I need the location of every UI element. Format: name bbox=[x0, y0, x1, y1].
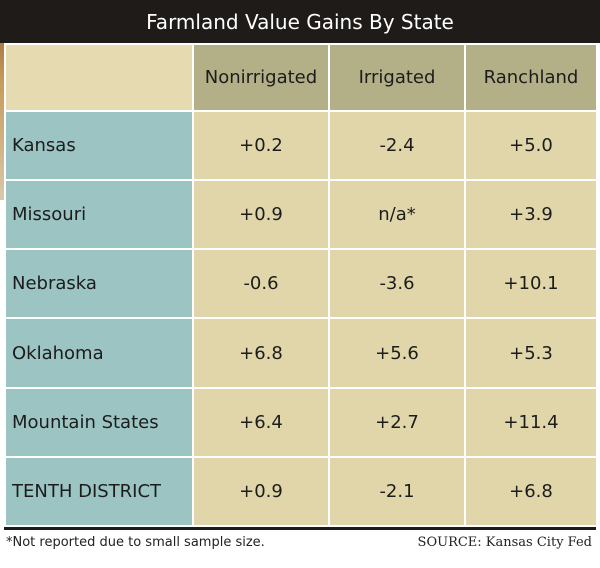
nonirrigated-cell: -0.6 bbox=[192, 248, 330, 320]
ranchland-cell: +3.9 bbox=[464, 179, 598, 251]
nonirrigated-cell: +6.8 bbox=[192, 317, 330, 389]
state-cell: TENTH DISTRICT bbox=[4, 455, 194, 528]
header-row: Nonirrigated Irrigated Ranchland bbox=[4, 43, 598, 112]
table-row: TENTH DISTRICT +0.9 -2.1 +6.8 bbox=[4, 455, 598, 528]
source-credit: SOURCE: Kansas City Fed bbox=[417, 535, 592, 550]
nonirrigated-cell: +0.9 bbox=[192, 455, 330, 528]
left-photo-edge bbox=[0, 0, 4, 200]
bottom-rule bbox=[4, 527, 596, 530]
table-row: Kansas +0.2 -2.4 +5.0 bbox=[4, 109, 598, 182]
nonirrigated-cell: +0.9 bbox=[192, 179, 330, 251]
irrigated-cell: +5.6 bbox=[328, 317, 466, 389]
irrigated-cell: -2.1 bbox=[328, 455, 466, 528]
table-title: Farmland Value Gains By State bbox=[0, 0, 600, 43]
table-row: Missouri +0.9 n/a* +3.9 bbox=[4, 179, 598, 251]
header-corner bbox=[4, 43, 194, 112]
ranchland-cell: +6.8 bbox=[464, 455, 598, 528]
header-nonirrigated: Nonirrigated bbox=[192, 43, 330, 112]
state-cell: Oklahoma bbox=[4, 317, 194, 389]
header-ranchland: Ranchland bbox=[464, 43, 598, 112]
irrigated-cell: n/a* bbox=[328, 179, 466, 251]
header-irrigated: Irrigated bbox=[328, 43, 466, 112]
nonirrigated-cell: +0.2 bbox=[192, 109, 330, 182]
irrigated-cell: +2.7 bbox=[328, 386, 466, 458]
state-cell: Mountain States bbox=[4, 386, 194, 458]
irrigated-cell: -2.4 bbox=[328, 109, 466, 182]
state-cell: Kansas bbox=[4, 109, 194, 182]
ranchland-cell: +5.3 bbox=[464, 317, 598, 389]
table-row: Mountain States +6.4 +2.7 +11.4 bbox=[4, 386, 598, 458]
table-row: Nebraska -0.6 -3.6 +10.1 bbox=[4, 248, 598, 320]
irrigated-cell: -3.6 bbox=[328, 248, 466, 320]
farmland-table: Nonirrigated Irrigated Ranchland Kansas … bbox=[4, 43, 598, 528]
ranchland-cell: +11.4 bbox=[464, 386, 598, 458]
ranchland-cell: +5.0 bbox=[464, 109, 598, 182]
footnote: *Not reported due to small sample size. bbox=[6, 535, 265, 550]
table-row: Oklahoma +6.8 +5.6 +5.3 bbox=[4, 317, 598, 389]
state-cell: Missouri bbox=[4, 179, 194, 251]
ranchland-cell: +10.1 bbox=[464, 248, 598, 320]
nonirrigated-cell: +6.4 bbox=[192, 386, 330, 458]
state-cell: Nebraska bbox=[4, 248, 194, 320]
